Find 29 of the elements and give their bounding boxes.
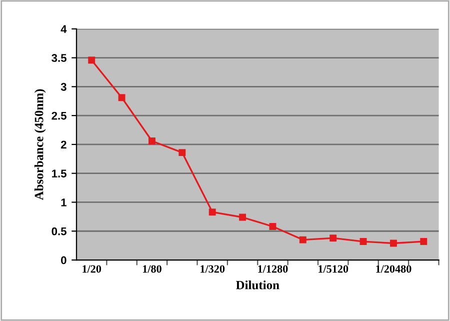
point <box>148 138 156 144</box>
y-tick-label: 3.5 <box>52 54 66 62</box>
y-tick-label: 0 <box>61 256 66 264</box>
y-tick-label: 2 <box>60 140 66 148</box>
y-tick-label: 1 <box>61 198 66 206</box>
x-tick-label: 1/320 <box>200 265 225 273</box>
y-tick-label: 1.5 <box>52 170 66 178</box>
point <box>239 214 246 221</box>
x-axis-title: Dilution <box>236 280 280 290</box>
point <box>118 94 126 102</box>
y-axis-title: Absorbance (450nm) <box>34 89 46 200</box>
point <box>390 240 397 247</box>
x-tick-label: 1/20 <box>82 265 102 273</box>
y-tick-label: 3 <box>60 82 66 91</box>
point <box>269 223 276 230</box>
y-tick-label: 0.5 <box>52 227 66 236</box>
point <box>299 236 306 244</box>
point <box>88 56 96 64</box>
point <box>330 234 337 242</box>
y-tick-label: 2.5 <box>52 112 66 120</box>
x-tick-label: 1/20480 <box>376 265 412 273</box>
x-tick-label: 1/1280 <box>258 265 288 273</box>
point <box>420 238 428 245</box>
x-tick-label: 1/80 <box>142 265 162 273</box>
point <box>208 208 216 216</box>
point <box>360 238 367 245</box>
point <box>178 149 186 156</box>
x-tick-label: 1/5120 <box>318 265 348 273</box>
y-tick-label: 4 <box>60 25 67 33</box>
